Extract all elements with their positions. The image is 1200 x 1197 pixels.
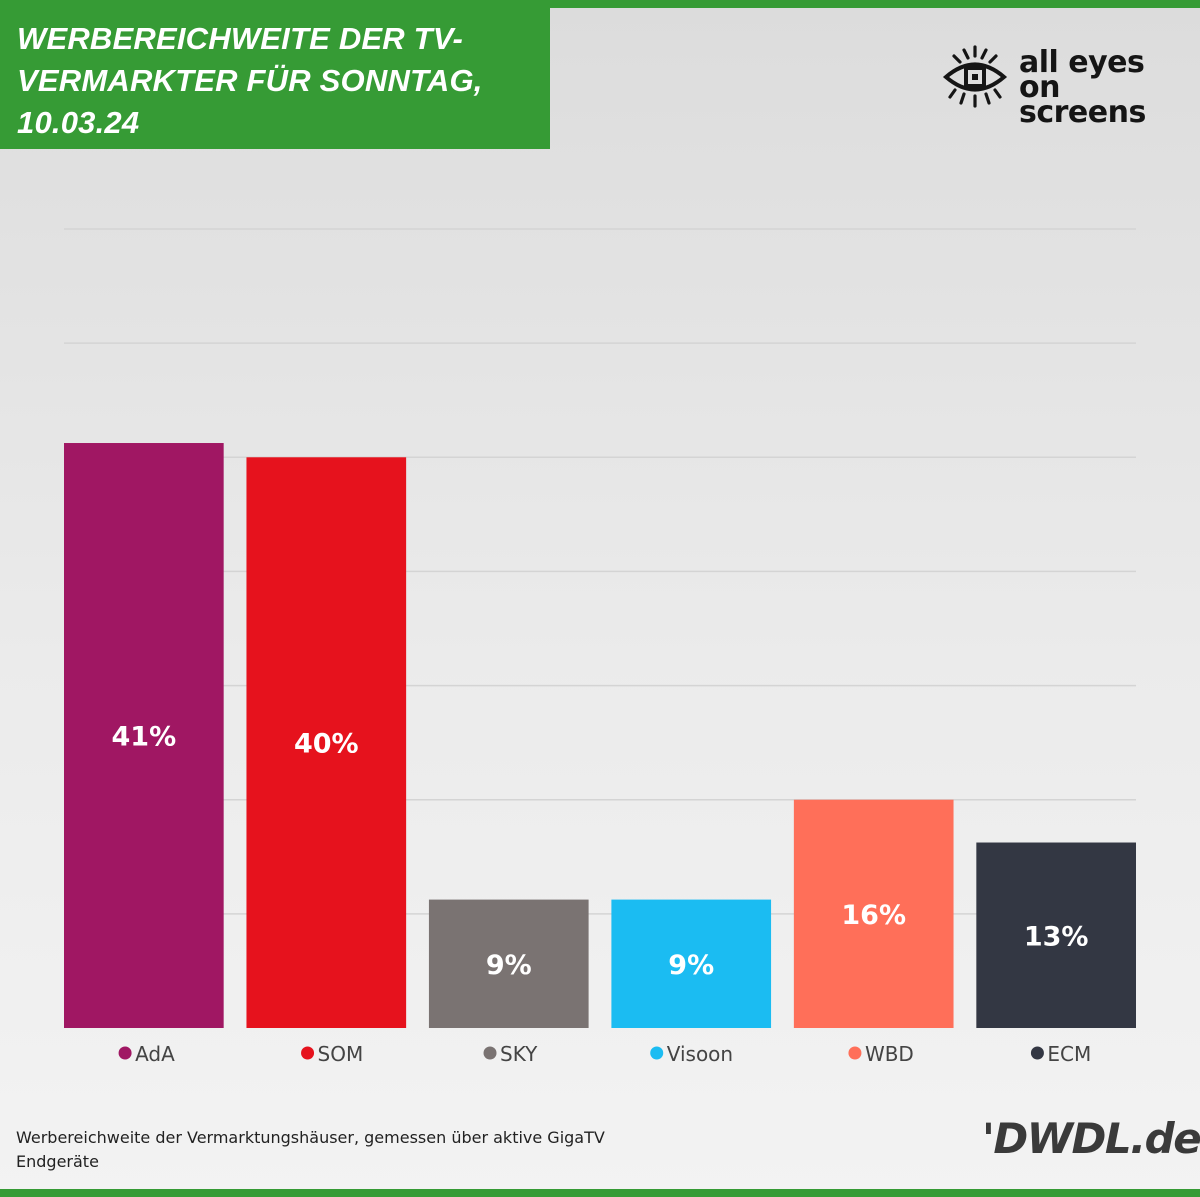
legend-dot-ada xyxy=(118,1046,132,1060)
legend-dot-ecm xyxy=(1030,1046,1044,1060)
bar-visoon xyxy=(611,899,772,1028)
legend: AdA SOM SKY Visoon WBD ECM xyxy=(118,1042,1091,1066)
bottom-accent-line xyxy=(0,1189,1200,1197)
value-labels: 41% 40% 9% 9% 16% 13% xyxy=(112,722,1089,981)
legend-label-ecm: ECM xyxy=(1047,1042,1091,1066)
grid-lines xyxy=(64,228,1136,915)
data-label-sky: 9% xyxy=(486,950,532,981)
data-label-ecm: 13% xyxy=(1024,921,1089,952)
top-accent-line xyxy=(0,0,1200,8)
legend-label-ada: AdA xyxy=(135,1042,175,1066)
data-label-ada: 41% xyxy=(112,722,177,753)
bar-ada xyxy=(64,443,224,1029)
legend-label-som: SOM xyxy=(318,1042,364,1066)
bar-wbd xyxy=(793,799,954,1028)
legend-label-visoon: Visoon xyxy=(667,1042,733,1066)
legend-dot-sky xyxy=(483,1046,497,1060)
logo-text-line1: all eyes on xyxy=(1019,45,1145,105)
legend-dot-wbd xyxy=(848,1046,862,1060)
page-title: WERBEREICHWEITE DER TV-VERMARKTER FÜR SO… xyxy=(17,21,483,140)
bars xyxy=(64,443,1136,1029)
bar-sky xyxy=(428,899,589,1028)
bar-ecm xyxy=(976,842,1136,1028)
title-banner: WERBEREICHWEITE DER TV-VERMARKTER FÜR SO… xyxy=(0,0,550,149)
logo-text: all eyes on screens xyxy=(1019,45,1192,130)
footnote: Werbereichweite der Vermarktungshäuser, … xyxy=(16,1128,605,1171)
data-label-wbd: 16% xyxy=(841,900,906,931)
legend-dot-visoon xyxy=(650,1046,664,1060)
data-label-som: 40% xyxy=(294,729,359,760)
legend-label-sky: SKY xyxy=(500,1042,538,1066)
bar-som xyxy=(246,457,407,1028)
dwdl-brand-logo: 'DWDL.de xyxy=(982,1114,1200,1163)
legend-dot-som xyxy=(301,1046,315,1060)
logo-text-line2: screens xyxy=(1019,95,1146,130)
legend-label-wbd: WBD xyxy=(865,1042,914,1066)
eye-icon xyxy=(942,45,1008,108)
data-label-visoon: 9% xyxy=(668,950,714,981)
all-eyes-on-screens-logo: all eyes on screens xyxy=(942,44,1192,128)
